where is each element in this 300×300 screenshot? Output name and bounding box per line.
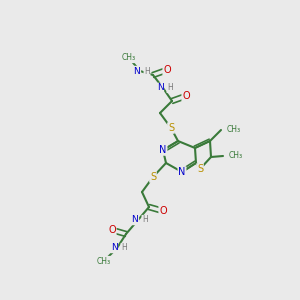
Text: S: S <box>150 172 156 182</box>
Text: CH₃: CH₃ <box>229 152 243 160</box>
Text: O: O <box>182 91 190 101</box>
Text: N: N <box>178 167 186 177</box>
Text: H: H <box>167 83 173 92</box>
Text: H: H <box>142 215 148 224</box>
Text: N: N <box>132 215 138 224</box>
Text: CH₃: CH₃ <box>227 124 241 134</box>
Text: O: O <box>108 225 116 235</box>
Text: H: H <box>144 67 150 76</box>
Text: N: N <box>159 145 167 155</box>
Text: S: S <box>168 123 174 133</box>
Text: H: H <box>121 244 127 253</box>
Text: N: N <box>157 83 164 92</box>
Text: S: S <box>197 164 203 174</box>
Text: N: N <box>134 67 140 76</box>
Text: O: O <box>163 65 171 75</box>
Text: O: O <box>159 206 167 216</box>
Text: N: N <box>111 244 117 253</box>
Text: CH₃: CH₃ <box>97 256 111 266</box>
Text: CH₃: CH₃ <box>122 53 136 62</box>
